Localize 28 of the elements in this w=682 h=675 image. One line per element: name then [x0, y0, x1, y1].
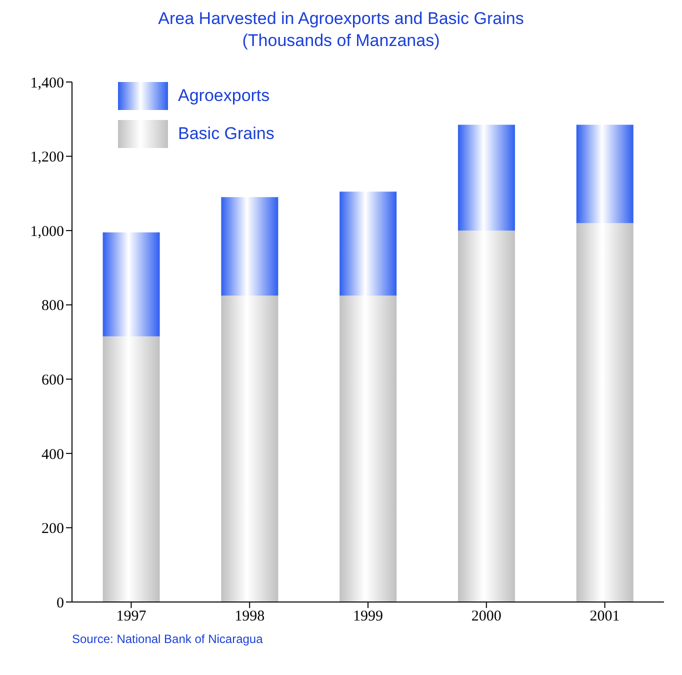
x-tick-label: 1997 [116, 608, 147, 625]
x-tick-label: 1998 [234, 608, 265, 625]
bar [102, 336, 160, 602]
bar [340, 192, 397, 296]
y-tick-label: 200 [42, 521, 64, 538]
y-tick-label: 400 [42, 446, 64, 463]
y-tick-label: 1,200 [30, 150, 64, 166]
x-tick-label: 2000 [471, 608, 502, 625]
bar [221, 296, 278, 602]
y-tick-label: 1,000 [30, 224, 64, 240]
y-tick-label: 600 [42, 372, 64, 388]
x-tick-label: 2001 [590, 608, 620, 625]
chart-subtitle: (Thousands of Manzanas) [241, 30, 441, 52]
bar [576, 223, 634, 602]
bar [340, 296, 397, 602]
bar [102, 232, 160, 336]
legend-label: Agroexports [178, 86, 270, 106]
bar [458, 230, 515, 602]
y-tick-label: 800 [42, 298, 64, 314]
bar [458, 124, 515, 231]
bar [576, 124, 634, 224]
chart-title: Area Harvested in Agroexports and Basic Grains [157, 8, 525, 30]
source-note: Source: National Bank of Nicaragua [72, 632, 264, 646]
y-tick-label: 1,400 [30, 75, 64, 92]
bar [221, 197, 278, 296]
x-tick-label: 1999 [353, 608, 383, 625]
legend-label: Basic Grains [178, 124, 274, 144]
y-tick-label: 0 [56, 595, 64, 612]
